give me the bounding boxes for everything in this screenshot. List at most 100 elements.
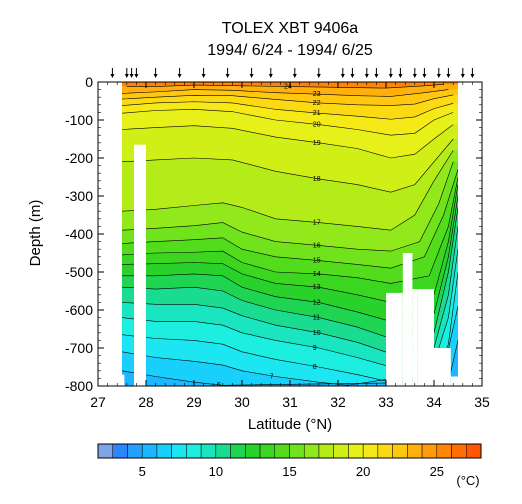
colorbar-swatch bbox=[156, 443, 172, 459]
contour-label: 12 bbox=[313, 299, 321, 306]
colorbar-swatch bbox=[289, 443, 305, 459]
y-tick-label: -400 bbox=[65, 226, 93, 242]
contour-line bbox=[122, 109, 454, 136]
contour-label: 20 bbox=[313, 122, 321, 129]
station-marker-head bbox=[153, 74, 158, 78]
x-tick-label: 28 bbox=[138, 394, 154, 410]
no-data-region bbox=[134, 144, 146, 386]
colorbar-swatch bbox=[333, 443, 349, 459]
temperature-field: 24 23 22 21 20 19 18 17 16 15 14 13 12 11 10 9 8 7 6 bbox=[122, 82, 458, 389]
colorbar-swatch bbox=[274, 443, 290, 459]
contour-label: 6 bbox=[217, 382, 221, 389]
no-data-region bbox=[417, 289, 434, 386]
colorbar-swatch bbox=[112, 443, 128, 459]
chart-title: TOLEX XBT 9406a bbox=[222, 20, 358, 37]
no-data-region bbox=[412, 289, 418, 386]
station-marker-head bbox=[422, 74, 427, 78]
station-marker-head bbox=[350, 74, 355, 78]
colorbar-swatch bbox=[318, 443, 334, 459]
contour-line bbox=[122, 101, 454, 120]
colorbar-tick-label: 5 bbox=[139, 464, 146, 479]
y-tick-label: -200 bbox=[65, 150, 93, 166]
x-tick-label: 31 bbox=[282, 394, 298, 410]
colorbar-swatch bbox=[200, 443, 217, 459]
colorbar-swatch bbox=[362, 443, 379, 459]
y-tick-label: -300 bbox=[65, 188, 93, 204]
station-marker-head bbox=[268, 74, 273, 78]
station-marker-head bbox=[225, 74, 230, 78]
y-tick-label: 0 bbox=[85, 74, 93, 90]
contour-label: 24 bbox=[284, 84, 292, 91]
contour-label: 14 bbox=[313, 271, 321, 278]
station-marker-head bbox=[460, 74, 465, 78]
chart-subtitle: 1994/ 6/24 - 1994/ 6/25 bbox=[207, 42, 373, 59]
y-tick-label: -100 bbox=[65, 112, 93, 128]
contour-label: 22 bbox=[313, 100, 321, 107]
colorbar-swatch bbox=[348, 443, 364, 459]
contour-label: 17 bbox=[313, 220, 321, 227]
contour-line bbox=[122, 176, 458, 284]
colorbar-frame bbox=[97, 443, 482, 459]
station-marker-head bbox=[177, 74, 182, 78]
x-tick-label: 29 bbox=[186, 394, 202, 410]
colorbar-swatch bbox=[141, 443, 158, 459]
x-tick-label: 32 bbox=[330, 394, 346, 410]
station-marker-head bbox=[470, 74, 475, 78]
colorbar-swatch bbox=[377, 443, 393, 459]
temperature-band bbox=[122, 272, 458, 386]
x-tick-label: 34 bbox=[426, 394, 442, 410]
station-marker-head bbox=[364, 74, 369, 78]
colorbar-swatch bbox=[215, 443, 231, 459]
temperature-band bbox=[122, 306, 458, 386]
contour-label: 19 bbox=[313, 140, 321, 147]
station-marker-head bbox=[398, 74, 403, 78]
colorbar-swatch bbox=[421, 443, 438, 459]
x-axis-title: Latitude (°N) bbox=[248, 416, 332, 433]
no-data-region bbox=[450, 376, 458, 386]
contour-line bbox=[122, 226, 458, 355]
contour-label: 21 bbox=[313, 110, 321, 117]
contour-line bbox=[122, 138, 454, 193]
station-marker-head bbox=[201, 74, 206, 78]
colorbar-swatch bbox=[436, 443, 452, 459]
contour-label: 16 bbox=[313, 242, 321, 249]
contour-line bbox=[122, 207, 458, 339]
station-marker-head bbox=[446, 74, 451, 78]
contour-label: 9 bbox=[313, 345, 317, 352]
contour-line bbox=[122, 169, 458, 269]
colorbar-swatch bbox=[127, 443, 143, 459]
y-tick-label: -800 bbox=[65, 378, 93, 394]
station-marker-head bbox=[388, 74, 393, 78]
colorbar-swatch bbox=[407, 443, 423, 459]
x-tick-label: 33 bbox=[378, 394, 394, 410]
colorbar-swatch bbox=[259, 443, 276, 459]
colorbar-swatch bbox=[230, 443, 246, 459]
contour-label: 23 bbox=[313, 91, 321, 98]
contour-line bbox=[122, 195, 458, 322]
contour-line bbox=[122, 184, 458, 303]
station-marker-head bbox=[374, 74, 379, 78]
colorbar-swatch bbox=[171, 443, 187, 459]
chart-titles: TOLEX XBT 9406a 1994/ 6/24 - 1994/ 6/25 bbox=[207, 20, 373, 59]
contour-line bbox=[122, 150, 454, 231]
no-data-region bbox=[386, 292, 403, 386]
contour-label: 7 bbox=[270, 374, 274, 381]
y-axis-title: Depth (m) bbox=[27, 200, 44, 267]
station-marker-head bbox=[316, 74, 321, 78]
contour-label: 15 bbox=[313, 258, 321, 265]
colorbar: 5 10 15 20 25 (°C) bbox=[97, 443, 482, 488]
station-marker-head bbox=[292, 74, 297, 78]
colorbar-swatch bbox=[303, 443, 320, 459]
contour-line bbox=[122, 94, 454, 106]
station-marker-head bbox=[110, 74, 115, 78]
contour-line bbox=[122, 161, 454, 252]
contour-label: 11 bbox=[313, 315, 320, 322]
colorbar-tick-label: 20 bbox=[356, 464, 370, 479]
colorbar-swatch bbox=[97, 443, 113, 459]
station-marker-head bbox=[134, 74, 139, 78]
contour-label: 8 bbox=[313, 364, 317, 371]
no-data-region bbox=[434, 348, 451, 386]
colorbar-tick-label: 25 bbox=[430, 464, 444, 479]
x-tick-label: 27 bbox=[90, 394, 106, 410]
